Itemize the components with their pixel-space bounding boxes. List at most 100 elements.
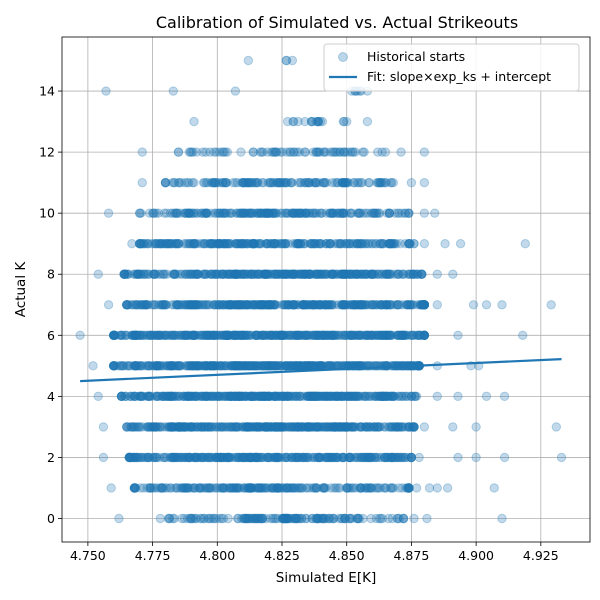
historical-start-point: [254, 422, 264, 432]
historical-start-point: [253, 483, 263, 493]
historical-start-point: [367, 300, 377, 310]
historical-start-point: [281, 483, 291, 493]
historical-start-point: [316, 422, 327, 432]
historical-start-point: [185, 513, 196, 524]
historical-start-point: [219, 452, 230, 463]
historical-start-point: [177, 452, 187, 463]
historical-start-point: [302, 452, 313, 463]
historical-start-point: [325, 452, 335, 463]
historical-start-point: [281, 513, 292, 524]
historical-start-point: [263, 422, 274, 432]
historical-start-point: [406, 177, 417, 188]
historical-start-point: [406, 452, 417, 463]
historical-start-point: [211, 452, 221, 463]
historical-start-point: [390, 422, 400, 432]
historical-start-point: [372, 452, 382, 463]
historical-start-point: [132, 452, 143, 463]
historical-start-point: [398, 452, 409, 463]
historical-start-point: [152, 391, 163, 402]
historical-start-point: [409, 422, 419, 432]
historical-start-point: [397, 422, 407, 432]
historical-start-point: [288, 513, 299, 524]
historical-start-point: [233, 483, 244, 493]
historical-start-point: [285, 513, 295, 524]
historical-start-point: [382, 452, 393, 463]
historical-start-point: [316, 452, 327, 463]
historical-start-point: [348, 177, 359, 188]
historical-start-point: [380, 147, 391, 157]
historical-start-point: [135, 452, 145, 463]
historical-start-point: [184, 483, 195, 493]
scatter-points: [75, 55, 567, 524]
historical-start-point: [329, 452, 339, 463]
historical-start-point: [311, 483, 322, 493]
historical-start-point: [455, 239, 466, 249]
historical-start-point: [205, 483, 215, 493]
historical-start-point: [352, 513, 362, 524]
historical-start-point: [151, 483, 161, 493]
historical-start-point: [269, 513, 280, 524]
historical-start-point: [354, 452, 365, 463]
historical-start-point: [199, 513, 209, 524]
y-tick-label: 0: [47, 511, 55, 526]
historical-start-point: [358, 269, 368, 279]
historical-start-point: [204, 422, 214, 432]
historical-start-point: [406, 452, 417, 463]
historical-start-point: [101, 86, 111, 96]
historical-start-point: [264, 452, 274, 463]
historical-start-point: [211, 483, 222, 493]
historical-start-point: [362, 452, 372, 463]
historical-start-point: [238, 513, 249, 524]
historical-start-point: [247, 422, 257, 432]
historical-start-point: [194, 483, 204, 493]
historical-start-point: [283, 513, 294, 524]
historical-start-point: [226, 361, 236, 371]
historical-start-point: [216, 483, 226, 493]
historical-start-point: [164, 422, 174, 432]
historical-start-point: [122, 422, 132, 432]
historical-start-point: [328, 422, 339, 432]
historical-start-point: [205, 483, 216, 493]
historical-start-point: [207, 452, 217, 463]
historical-start-point: [266, 452, 276, 463]
historical-start-point: [314, 452, 324, 463]
historical-start-point: [246, 483, 256, 493]
historical-start-point: [317, 483, 328, 493]
historical-start-point: [332, 452, 342, 463]
historical-start-point: [135, 239, 145, 249]
historical-start-point: [291, 452, 301, 463]
historical-start-point: [174, 452, 184, 463]
historical-start-point: [311, 483, 321, 493]
historical-start-point: [367, 452, 377, 463]
historical-start-point: [253, 513, 264, 524]
historical-start-point: [297, 483, 307, 493]
historical-start-point: [191, 391, 201, 402]
historical-start-point: [240, 452, 250, 463]
historical-start-point: [245, 483, 256, 493]
historical-start-point: [365, 422, 376, 432]
historical-start-point: [297, 452, 307, 463]
x-tick-label: 4.925: [523, 548, 559, 563]
historical-start-point: [296, 483, 306, 493]
historical-start-point: [154, 483, 164, 493]
historical-start-point: [135, 452, 145, 463]
historical-start-point: [393, 452, 404, 463]
historical-start-point: [189, 422, 199, 432]
historical-start-point: [298, 452, 308, 463]
historical-start-point: [249, 483, 260, 493]
historical-start-point: [194, 483, 205, 493]
historical-start-point: [226, 422, 236, 432]
historical-start-point: [208, 513, 219, 524]
historical-start-point: [314, 452, 325, 463]
historical-start-point: [160, 422, 170, 432]
historical-start-point: [284, 483, 294, 493]
historical-start-point: [143, 452, 153, 463]
historical-start-point: [106, 483, 116, 493]
historical-start-point: [301, 300, 312, 310]
historical-start-point: [453, 452, 463, 463]
historical-start-point: [269, 452, 280, 463]
historical-start-point: [409, 422, 419, 432]
historical-start-point: [314, 452, 324, 463]
historical-start-point: [362, 422, 372, 432]
historical-start-point: [380, 483, 391, 493]
